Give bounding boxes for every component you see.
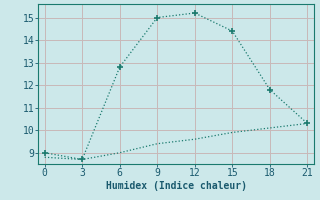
X-axis label: Humidex (Indice chaleur): Humidex (Indice chaleur) [106,181,246,191]
